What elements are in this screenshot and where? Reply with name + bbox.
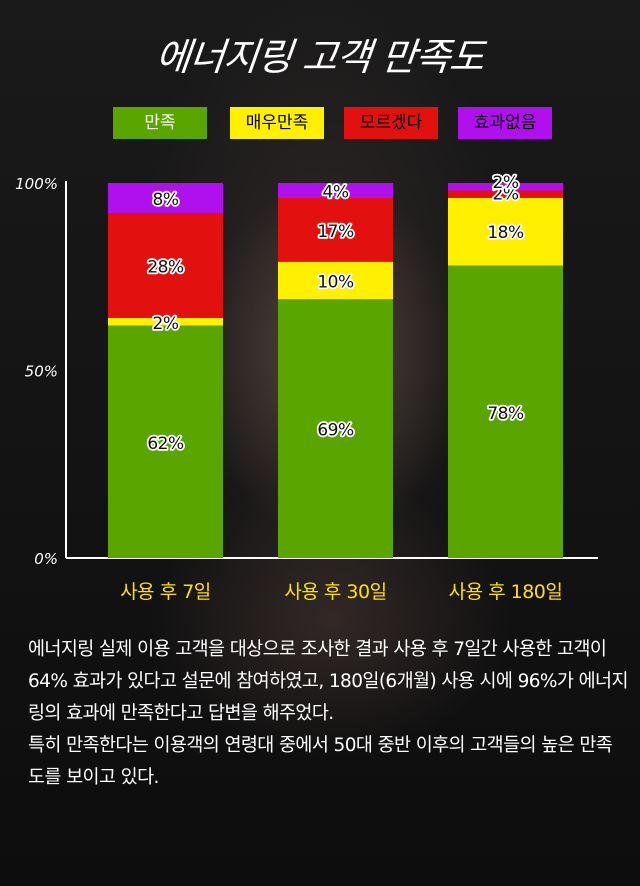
bar-segment [108, 325, 223, 558]
x-category-label: 사용 후 30일 [284, 581, 386, 603]
data-label: 2% [153, 314, 179, 334]
bar-segment [448, 265, 563, 558]
bar-segment [448, 183, 563, 191]
x-category-label: 사용 후 7일 [120, 581, 211, 603]
data-label: 62% [147, 434, 184, 454]
data-label: 78% [487, 404, 524, 424]
legend-item-no-effect: 효과없음 [458, 107, 552, 139]
description-paragraph: 특히 만족한다는 이용객의 연령대 중에서 50대 중반 이후의 고객들의 높은… [28, 735, 613, 788]
chart-legend: 만족 매우만족 모르겠다 효과없음 [0, 107, 640, 139]
data-label: 4% [323, 183, 349, 203]
bar-segment [448, 190, 563, 198]
bar-segment [278, 198, 393, 262]
y-tick-label: 50% [25, 363, 58, 381]
description-text: 에너지링 실제 이용 고객을 대상으로 조사한 결과 사용 후 7일간 사용한 … [28, 634, 628, 794]
stacked-bar-chart: 0%50%100%62%2%28%8%69%10%17%4%78%18%2%2%… [15, 171, 598, 603]
data-label: 28% [147, 258, 184, 278]
bar-segment [278, 261, 393, 300]
data-label: 2% [493, 184, 519, 204]
data-label: 10% [317, 273, 354, 293]
bar-segment [278, 183, 393, 198]
description-paragraph: 에너지링 실제 이용 고객을 대상으로 조사한 결과 사용 후 7일간 사용한 … [28, 639, 628, 724]
data-label: 18% [487, 223, 524, 243]
legend-item-satisfied: 만족 [113, 107, 207, 139]
legend-item-very-satisfied: 매우만족 [230, 107, 324, 139]
data-label: 2% [493, 173, 519, 193]
x-category-label: 사용 후 180일 [449, 581, 563, 603]
data-label: 69% [317, 421, 354, 441]
bar-segment [108, 213, 223, 318]
data-label: 8% [153, 190, 179, 210]
bar-segment [278, 299, 393, 558]
bar-segment [108, 183, 223, 213]
bar-segment [448, 198, 563, 266]
legend-item-unknown: 모르겠다 [344, 107, 438, 139]
y-tick-label: 100% [15, 175, 58, 193]
y-tick-label: 0% [34, 550, 58, 568]
data-label: 17% [317, 222, 354, 242]
bar-segment [108, 318, 223, 326]
